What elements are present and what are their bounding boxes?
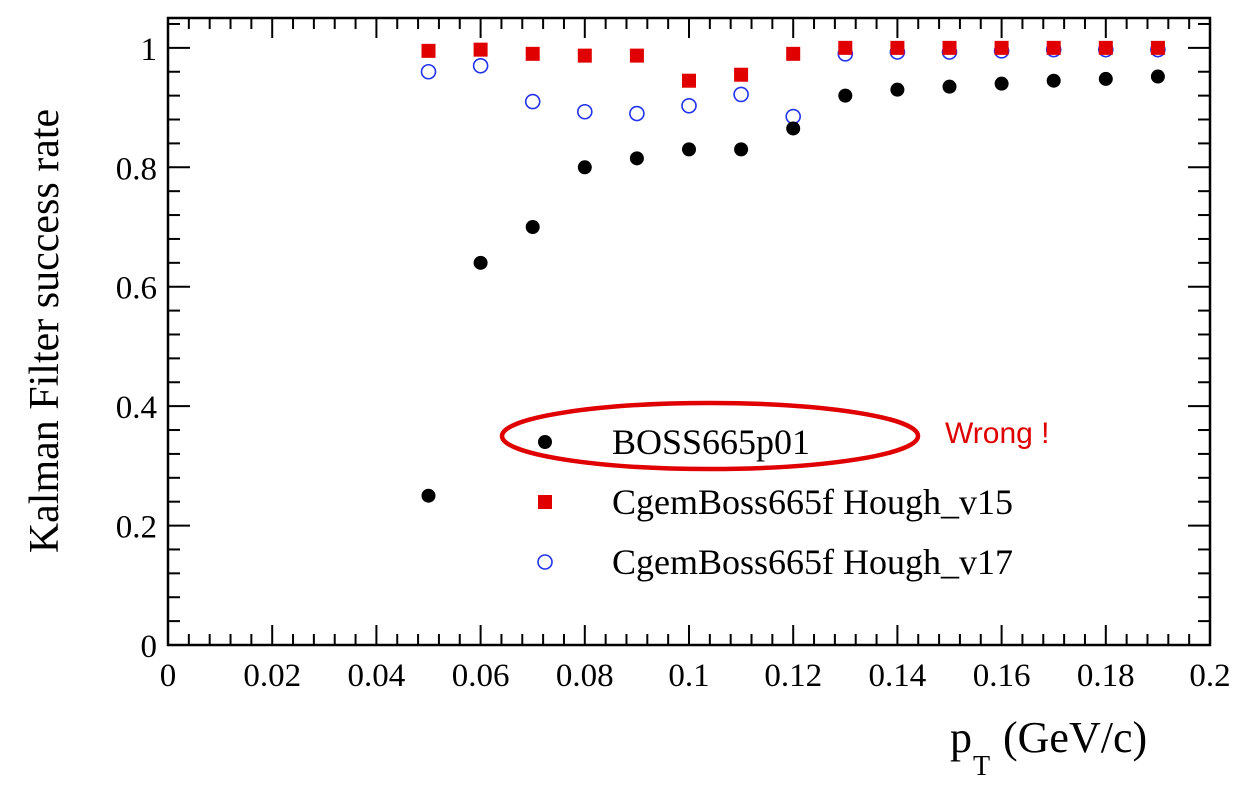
data-point bbox=[682, 142, 696, 157]
data-point bbox=[682, 73, 696, 88]
data-point bbox=[524, 93, 541, 110]
x-tick-label: 0.1 bbox=[668, 658, 709, 694]
x-tick-label: 0 bbox=[160, 658, 177, 694]
legend: BOSS665p01 CgemBoss665f Hough_v15 CgemBoss… bbox=[537, 422, 1013, 582]
data-point bbox=[1098, 40, 1113, 55]
legend-marker bbox=[538, 435, 552, 449]
data-point bbox=[994, 76, 1009, 91]
data-point bbox=[577, 48, 592, 63]
data-point bbox=[838, 88, 853, 103]
y-tick-label: 0.6 bbox=[116, 271, 157, 307]
data-point bbox=[525, 46, 540, 61]
data-point bbox=[1150, 40, 1165, 55]
x-tick-label: 0.14 bbox=[869, 658, 927, 694]
data-point bbox=[576, 103, 593, 120]
x-tick-label: 0.08 bbox=[556, 658, 614, 694]
data-point bbox=[733, 86, 749, 103]
highlight-ellipse bbox=[499, 400, 921, 472]
legend-marker bbox=[538, 495, 552, 509]
data-point bbox=[786, 46, 801, 61]
data-point bbox=[472, 57, 489, 74]
data-point bbox=[421, 43, 436, 58]
data-point bbox=[473, 255, 488, 270]
legend-marker bbox=[537, 554, 553, 570]
data-point bbox=[681, 97, 697, 114]
data-point bbox=[525, 220, 540, 234]
y-tick-label: 0.2 bbox=[116, 510, 157, 546]
y-axis-label: Kalman Filter success rate bbox=[22, 109, 68, 553]
data-point bbox=[838, 40, 853, 55]
data-point bbox=[1046, 40, 1061, 55]
data-point bbox=[942, 79, 957, 94]
x-tick-label: 0.18 bbox=[1077, 658, 1135, 694]
x-axis-label-subscript: T bbox=[973, 751, 990, 782]
data-point bbox=[734, 142, 749, 157]
data-point bbox=[421, 488, 436, 503]
data-point bbox=[890, 82, 905, 97]
data-point bbox=[577, 160, 592, 175]
axis-ticks bbox=[167, 18, 1211, 646]
x-tick-label: 0.02 bbox=[243, 658, 301, 694]
annotations: Wrong ! bbox=[499, 400, 1050, 472]
y-tick-label: 1 bbox=[141, 32, 158, 68]
annotation-wrong: Wrong ! bbox=[945, 417, 1050, 450]
data-point bbox=[786, 121, 801, 136]
data-point bbox=[473, 42, 488, 57]
x-tick-label: 0.2 bbox=[1189, 658, 1230, 694]
legend-label: CgemBoss665f Hough_v17 bbox=[612, 542, 1013, 582]
x-axis-label: p T (GeV/c) bbox=[950, 713, 1147, 782]
y-tick-label: 0 bbox=[141, 629, 158, 665]
x-tick-label: 0.16 bbox=[973, 658, 1031, 694]
x-axis-label-unit: (GeV/c) bbox=[1003, 713, 1147, 762]
y-tick-label: 0.8 bbox=[116, 151, 157, 187]
data-point bbox=[734, 67, 749, 82]
data-point bbox=[1150, 69, 1165, 84]
data-point bbox=[994, 40, 1009, 55]
data-point bbox=[942, 40, 957, 55]
data-point bbox=[629, 105, 645, 122]
x-tick-label: 0.04 bbox=[348, 658, 406, 694]
data-points bbox=[420, 40, 1166, 503]
legend-label: CgemBoss665f Hough_v15 bbox=[612, 482, 1013, 522]
data-point bbox=[785, 108, 802, 125]
tick-labels: 0 0.02 0.04 0.06 0.08 0.1 0.12 0.14 0.16 0.18 0.2 0… bbox=[116, 32, 1231, 694]
data-point bbox=[420, 63, 437, 80]
x-axis-label-symbol: p bbox=[950, 713, 972, 762]
legend-label: BOSS665p01 bbox=[612, 422, 810, 462]
data-point bbox=[890, 40, 905, 55]
data-point bbox=[1098, 71, 1113, 86]
data-point bbox=[1046, 73, 1061, 88]
x-tick-label: 0.06 bbox=[452, 658, 510, 694]
data-point bbox=[629, 151, 644, 166]
x-tick-label: 0.12 bbox=[764, 658, 822, 694]
data-point bbox=[629, 48, 644, 63]
y-tick-label: 0.4 bbox=[116, 390, 157, 426]
